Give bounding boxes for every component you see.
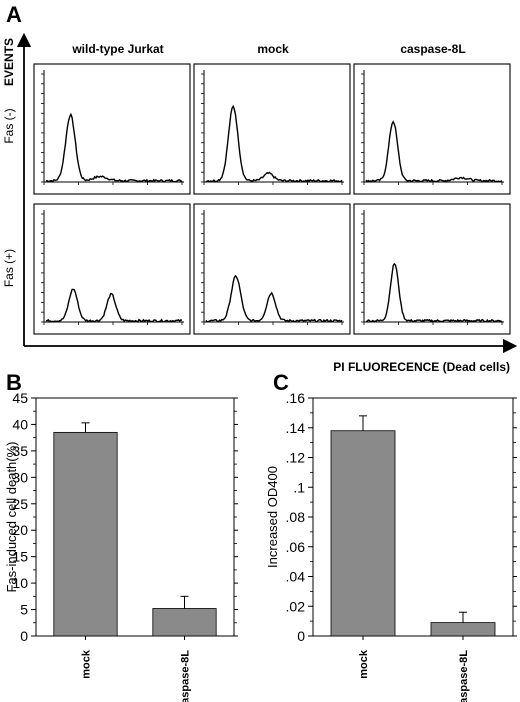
y-tick-label: 35: [12, 443, 28, 459]
y-tick-label: 10: [12, 575, 28, 591]
histogram-curve: [45, 112, 183, 183]
histogram-frame: [353, 63, 511, 195]
y-tick-label: .08: [286, 509, 306, 525]
y-tick-label: .06: [286, 539, 306, 555]
y-tick-label: 45: [12, 390, 28, 406]
y-tick-label: .12: [286, 450, 306, 466]
y-tick-label: 0: [297, 628, 305, 644]
histogram-curve: [205, 274, 343, 323]
panel-letter-a: A: [6, 2, 22, 27]
histogram-frame: [353, 203, 511, 335]
histogram-curve: [365, 262, 503, 323]
y-tick-label: .16: [286, 390, 306, 406]
histogram-curve: [205, 104, 343, 183]
bar: [330, 430, 396, 637]
bar: [430, 622, 496, 637]
histogram-grid: [33, 63, 511, 335]
column-label-mock: mock: [257, 42, 289, 56]
category-label: caspase-8L: [180, 650, 192, 702]
column-label-wild-type: wild-type Jurkat: [72, 42, 164, 56]
histogram-frame: [33, 203, 191, 335]
row-label-fas-plus: Fas (+): [2, 249, 16, 287]
bar: [53, 431, 118, 637]
chart-c-y-axis-label: Increased OD400: [265, 466, 280, 568]
y-tick-label: 30: [12, 469, 28, 485]
y-tick-label: 25: [12, 496, 28, 512]
y-tick-label: 20: [12, 522, 28, 538]
category-label: mock: [358, 649, 370, 679]
histogram-curve: [365, 120, 503, 183]
y-tick-label: 40: [12, 416, 28, 432]
y-tick-label: .14: [286, 420, 306, 436]
category-label: mock: [81, 649, 93, 679]
y-tick-label: .02: [286, 598, 306, 614]
category-label: caspase-8L: [458, 650, 470, 702]
row-label-fas-minus: Fas (-): [2, 108, 16, 143]
chart-c: 0 .02 .04 .06 .08 .1 .12 .14 .16 mock caspase-8L: [286, 390, 517, 702]
histogram-frame: [193, 203, 351, 335]
chart-b-y-axis-label: Fas-induced cell death(%): [4, 441, 19, 592]
histogram-frame: [33, 63, 191, 195]
histogram-frame: [193, 63, 351, 195]
bar: [152, 608, 217, 637]
y-tick-label: .04: [286, 569, 306, 585]
y-tick-label: .1: [293, 479, 305, 495]
chart-b: 0 5 10 15 20 25 30 35 40 45 mock caspase-8L: [12, 390, 238, 702]
panel-letter-c: C: [273, 370, 289, 395]
panel-letter-b: B: [6, 370, 22, 395]
column-label-caspase-8l: caspase-8L: [400, 42, 466, 56]
histogram-curve: [46, 288, 183, 323]
y-tick-label: 15: [12, 549, 28, 565]
y-tick-label: 0: [20, 628, 28, 644]
y-tick-label: 5: [20, 602, 28, 618]
panel-a-y-axis-label: EVENTS: [2, 38, 16, 86]
panel-a-x-axis-label: PI FLUORECENCE (Dead cells): [333, 360, 510, 374]
